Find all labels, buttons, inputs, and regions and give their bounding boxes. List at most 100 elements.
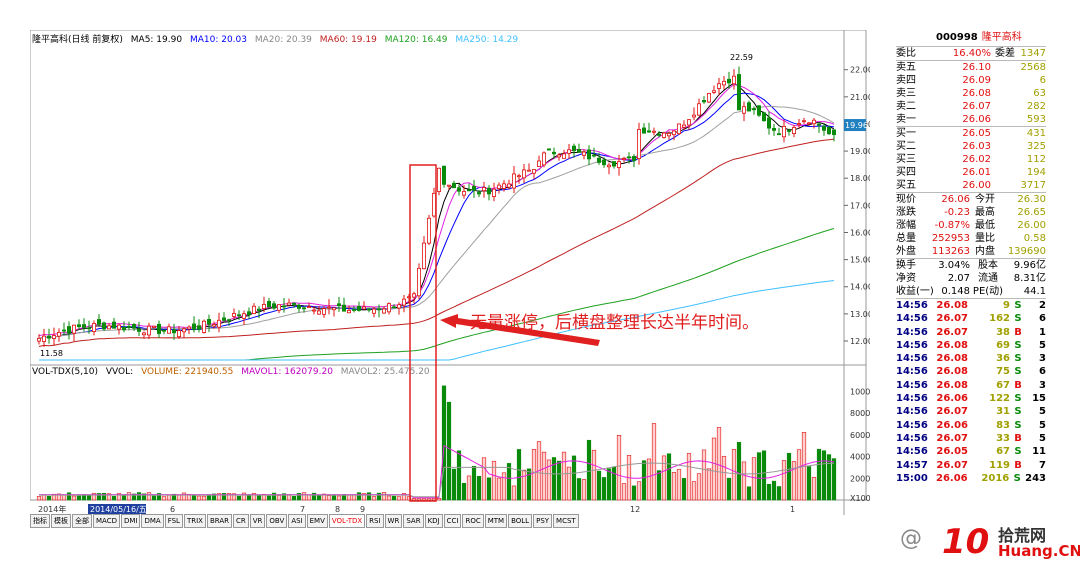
buy-volume: 194	[1026, 167, 1046, 178]
stat-key2: 内盘	[975, 246, 995, 257]
volume-bar	[166, 494, 172, 501]
stats-block: 现价 26.06 今开 26.30 涨跌 -0.23 最高 26.65 涨幅 -0.87% 最低 26…	[896, 192, 1046, 258]
current-price-label: 19.96	[845, 121, 868, 130]
volume-bar	[71, 495, 77, 501]
tab-13[interactable]: EMV	[306, 514, 328, 528]
tick-count: 6	[1039, 366, 1046, 378]
tab-15[interactable]: RSI	[366, 514, 384, 528]
tick-price: 26.06	[935, 472, 968, 484]
tab-5[interactable]: DMA	[141, 514, 164, 528]
volume-bar	[731, 449, 737, 501]
candle-body	[226, 319, 231, 322]
tick-price: 26.06	[936, 419, 968, 431]
candle-body	[471, 186, 476, 191]
volume-bar	[651, 423, 657, 501]
candle-body	[787, 130, 792, 132]
tab-7[interactable]: TRIX	[183, 514, 206, 528]
tick-row: 14:56 26.07 38 B 1	[896, 326, 1046, 339]
kline-chart[interactable]: 22.0021.0020.0019.0018.0017.0016.0015.00…	[30, 30, 870, 520]
candle-body	[531, 169, 536, 174]
volume-bar	[701, 449, 707, 501]
tick-time: 14:56	[896, 313, 928, 325]
tab-23[interactable]: PSY	[533, 514, 553, 528]
kline-chart-area[interactable]: 22.0021.0020.0019.0018.0017.0016.0015.00…	[30, 30, 870, 520]
candle-body	[672, 130, 677, 136]
candle-body	[817, 123, 822, 126]
volume-bar	[141, 493, 147, 501]
buy-volume: 325	[1026, 141, 1046, 152]
weibi-value: 16.40%	[952, 48, 991, 59]
ma250-label: MA250: 14.29	[455, 35, 519, 45]
tab-16[interactable]: WR	[384, 514, 403, 528]
price-axis-label: 14.00	[850, 283, 870, 292]
volume-bar	[646, 458, 652, 501]
price-axis-label: 15.00	[850, 256, 870, 265]
tick-volume: 31	[996, 406, 1010, 418]
volume-axis-label: 10000	[850, 387, 870, 396]
volume-bar	[456, 450, 462, 501]
candle-body	[506, 183, 511, 188]
tick-direction: S	[1014, 446, 1022, 458]
tick-volume: 67	[996, 379, 1010, 391]
volume-bar	[686, 453, 692, 501]
volume-bar	[621, 483, 627, 501]
volume-bar	[101, 492, 107, 501]
tab-11[interactable]: OBV	[266, 514, 288, 528]
tab-12[interactable]: ASI	[288, 514, 306, 528]
buy-row: 买一 26.05 431	[896, 127, 1046, 140]
volume-bar	[561, 451, 567, 501]
tab-14[interactable]: VOL-TDX	[328, 514, 366, 528]
candle-body	[176, 330, 181, 338]
tick-list[interactable]: 14:56 26.08 9 S 2 14:56 26.07 162 S 6 14:56 26.07 38…	[896, 298, 1046, 485]
stat2-key: 收益(一)	[896, 286, 934, 297]
date-axis-label: 1	[790, 505, 795, 514]
tab-1[interactable]: 模板	[51, 514, 71, 528]
ma10-label: MA10: 20.03	[189, 35, 247, 45]
candle-body	[266, 301, 271, 308]
tick-direction: S	[1013, 472, 1021, 484]
stat2-value2: 9.96亿	[1013, 260, 1046, 271]
volume-axis-label: X100	[850, 494, 870, 503]
tick-count: 3	[1039, 379, 1046, 391]
buy-volume: 3717	[1020, 180, 1046, 191]
tick-time: 14:56	[896, 379, 928, 391]
candle-body	[657, 133, 662, 136]
tick-time: 14:56	[896, 326, 928, 338]
tab-19[interactable]: CCI	[443, 514, 462, 528]
date-axis-label: 6	[170, 505, 175, 514]
tab-20[interactable]: ROC	[462, 514, 484, 528]
tab-9[interactable]: CR	[233, 514, 249, 528]
tab-4[interactable]: DMI	[120, 514, 141, 528]
volume-bar	[191, 495, 197, 501]
tick-price: 26.08	[936, 300, 968, 311]
tab-3[interactable]: MACD	[93, 514, 120, 528]
tab-17[interactable]: SAR	[403, 514, 424, 528]
volume-axis-label: 8000	[850, 409, 870, 418]
volume-bar	[296, 493, 302, 501]
volume-bar	[116, 493, 122, 501]
volume-bar	[511, 485, 517, 501]
tab-0[interactable]: 指标	[30, 514, 50, 528]
tab-2[interactable]: 全部	[72, 514, 92, 528]
candle-body	[501, 183, 506, 189]
buy-price: 26.00	[962, 180, 991, 191]
tick-time: 14:56	[896, 353, 928, 365]
volume-bar	[346, 494, 352, 501]
tab-6[interactable]: FSL	[164, 514, 183, 528]
buy-label: 买三	[896, 154, 916, 165]
tab-10[interactable]: VR	[249, 514, 266, 528]
logo-title: 拾荒网	[998, 526, 1047, 545]
candle-body	[562, 153, 567, 159]
tab-24[interactable]: MCST	[553, 514, 579, 528]
tab-21[interactable]: MTM	[484, 514, 508, 528]
tick-direction: B	[1014, 379, 1022, 391]
tab-8[interactable]: BRAR	[206, 514, 232, 528]
tab-22[interactable]: BOLL	[508, 514, 533, 528]
tick-time: 15:00	[896, 472, 928, 484]
stat-value: -0.87%	[934, 220, 970, 231]
tick-row: 14:57 26.07 119 B 7	[896, 459, 1046, 472]
stat-key: 外盘	[896, 246, 916, 257]
tab-18[interactable]: KDJ	[424, 514, 443, 528]
volume-bar	[396, 496, 402, 501]
volume-bar	[551, 457, 557, 501]
